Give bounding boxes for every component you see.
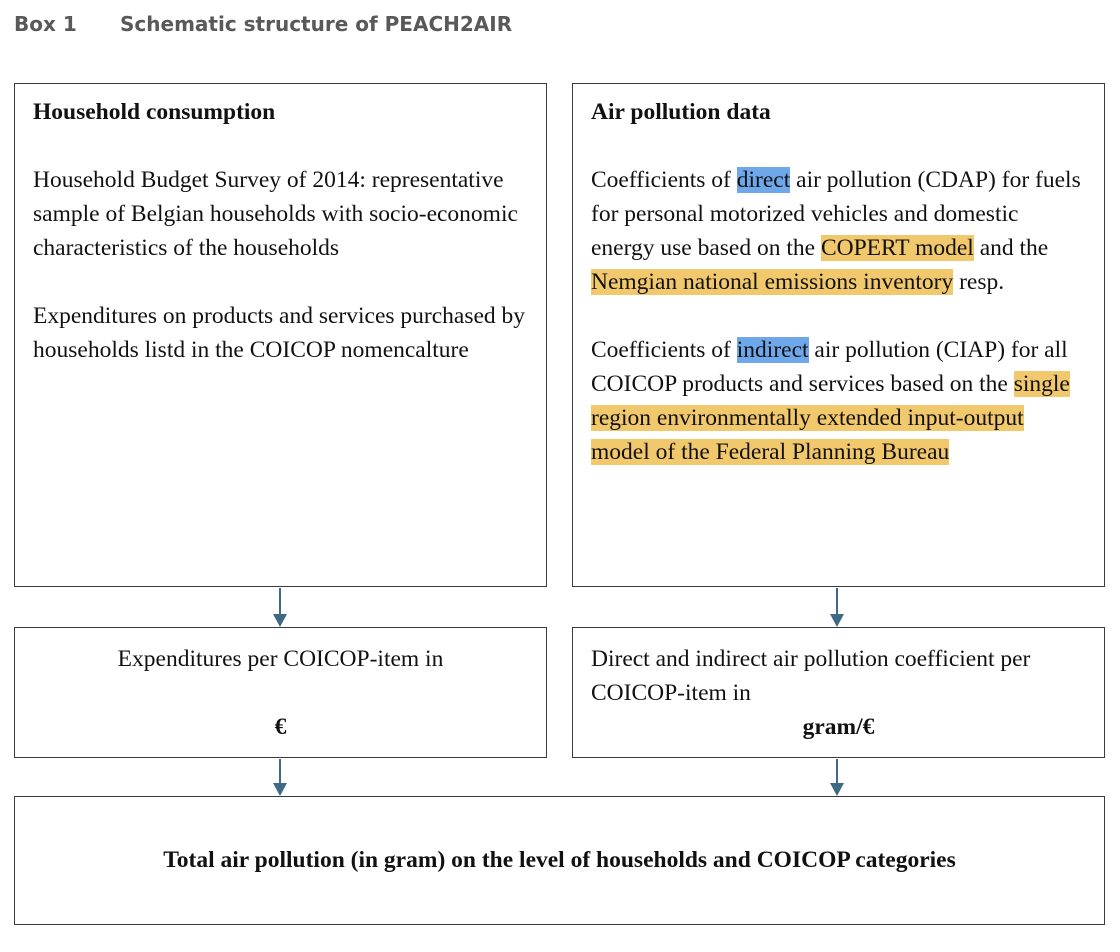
air-title: Air pollution data — [591, 99, 771, 125]
caption-title: Schematic structure of PEACH2AIR — [120, 12, 513, 36]
expenditure-unit: € — [274, 714, 287, 740]
box-caption: Box 1 Schematic structure of PEACH2AIR — [14, 12, 512, 36]
cdap-text: Coefficients of direct air pollution (CD… — [591, 167, 1081, 295]
direct-highlight: direct — [736, 167, 791, 193]
arrowhead-2 — [830, 614, 844, 627]
arrowhead-4 — [830, 783, 844, 796]
expenditure-box: Expenditures per COICOP-item in € — [14, 627, 547, 758]
expenditure-text: Expenditures per COICOP-item in — [117, 646, 444, 672]
air-pollution-data-box: Air pollution data Coefficients of direc… — [572, 83, 1105, 587]
total-text: Total air pollution (in gram) on the lev… — [163, 847, 956, 873]
household-title: Household consumption — [33, 99, 276, 125]
household-consumption-box: Household consumption Household Budget S… — [14, 83, 547, 587]
copert-model-highlight: COPERT model — [820, 235, 974, 261]
nemgian-inventory-highlight: Nemgian national emissions inventory — [591, 269, 954, 295]
arrowhead-3 — [273, 783, 287, 796]
indirect-highlight: indirect — [736, 337, 809, 363]
ciap-text: Coefficients of indirect air pollution (… — [591, 337, 1070, 465]
total-air-pollution-box: Total air pollution (in gram) on the lev… — [14, 796, 1105, 925]
coefficient-text: Direct and indirect air pollution coeffi… — [591, 646, 1031, 706]
coefficient-unit: gram/€ — [802, 714, 875, 740]
caption-number: Box 1 — [14, 12, 77, 36]
coefficient-box: Direct and indirect air pollution coeffi… — [572, 627, 1105, 758]
arrowhead-1 — [273, 614, 287, 627]
household-survey-text: Household Budget Survey of 2014: represe… — [33, 167, 518, 261]
household-expenditures-text: Expenditures on products and services pu… — [33, 303, 526, 363]
